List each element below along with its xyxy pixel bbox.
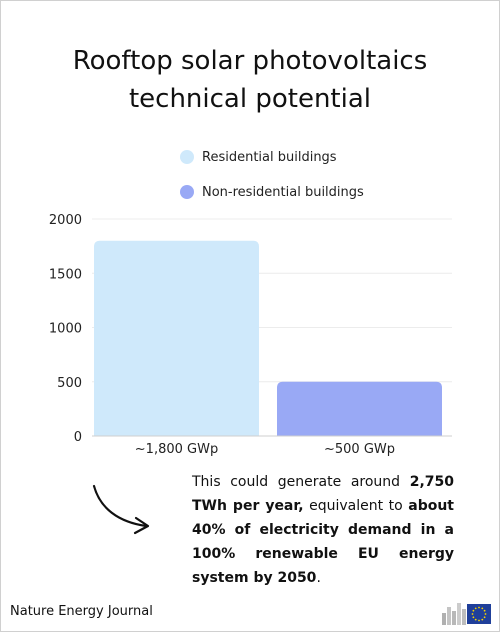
y-tick-label-500: 500 xyxy=(57,376,82,391)
y-tick-label-1500: 1500 xyxy=(49,267,82,282)
summary-note: This could generate around 2,750 TWh per… xyxy=(192,470,454,590)
note-bold-2: about 40% of electricity demand in a 100… xyxy=(192,498,454,586)
eu-commission-logo-icon xyxy=(442,603,491,625)
legend-item-non-residential: Non-residential buildings xyxy=(180,183,364,201)
bar-chart: 0 500 1000 1500 2000 ~1,800 GWp ~500 GWp xyxy=(49,213,452,457)
source-label: Nature Energy Journal xyxy=(10,604,153,619)
legend-item-residential: Residential buildings xyxy=(180,148,337,166)
bar-residential xyxy=(94,240,259,436)
curved-arrow-icon xyxy=(92,484,150,535)
title-line-1: Rooftop solar photovoltaics xyxy=(72,46,428,76)
y-tick-label-0: 0 xyxy=(74,430,82,445)
y-tick-label-2000: 2000 xyxy=(49,213,82,228)
title-line-2: technical potential xyxy=(128,84,372,114)
legend-swatch-non-residential xyxy=(180,185,194,199)
y-tick-label-1000: 1000 xyxy=(49,322,82,337)
note-text-2: equivalent to xyxy=(303,498,409,514)
legend-swatch-residential xyxy=(180,150,194,164)
note-text-3: . xyxy=(316,570,321,586)
x-tick-label-1: ~500 GWp xyxy=(324,442,395,457)
chart-title: Rooftop solar photovoltaics technical po… xyxy=(0,42,500,118)
bar-non-residential xyxy=(277,381,442,436)
note-bold-1: 2,750 TWh per year, xyxy=(192,474,454,514)
x-tick-label-0: ~1,800 GWp xyxy=(135,442,218,457)
legend-label-non-residential: Non-residential buildings xyxy=(202,184,364,200)
note-text-1: This could generate around xyxy=(192,474,410,490)
legend-label-residential: Residential buildings xyxy=(202,149,337,165)
